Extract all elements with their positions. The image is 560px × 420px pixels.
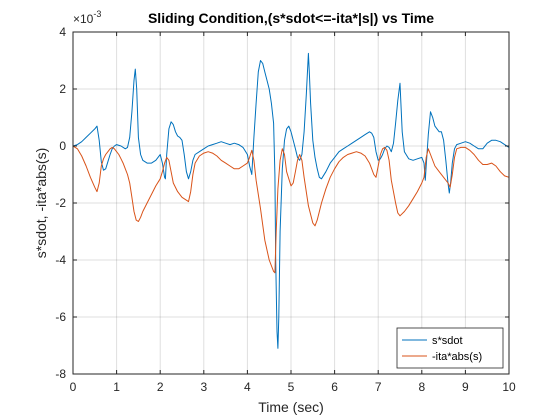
x-tick-label: 3	[200, 380, 207, 394]
y-axis-label: s*sdot, -ita*abs(s)	[33, 148, 49, 258]
series-line-1	[73, 145, 509, 274]
x-tick-label: 2	[157, 380, 164, 394]
y-tick-labels: -8 -6 -4 -2 0 2 4	[55, 25, 66, 381]
y-tick-label: 4	[59, 25, 66, 39]
x-tick-label: 4	[244, 380, 251, 394]
x-tick-label: 7	[375, 380, 382, 394]
ticks	[72, 31, 510, 375]
y-exponent-power: -3	[93, 9, 101, 19]
x-tick-label: 9	[462, 380, 469, 394]
y-tick-label: 2	[59, 82, 66, 96]
legend-label-ita-abs-s: -ita*abs(s)	[432, 351, 482, 363]
y-exponent-label: ×10-3	[73, 9, 101, 26]
series-line-0	[73, 52, 509, 349]
y-tick-label: -4	[55, 253, 66, 267]
chart-title: Sliding Condition,(s*sdot<=-ita*|s|) vs …	[148, 10, 434, 26]
x-tick-labels: 0 1 2 3 4 5 6 7 8 9 10	[70, 380, 516, 394]
y-tick-label: -6	[55, 310, 66, 324]
x-tick-label: 0	[70, 380, 77, 394]
x-tick-label: 10	[502, 380, 516, 394]
y-tick-label: -8	[55, 367, 66, 381]
legend: s*sdot -ita*abs(s)	[396, 327, 504, 369]
y-tick-label: 0	[59, 139, 66, 153]
x-tick-label: 6	[331, 380, 338, 394]
series-group	[73, 52, 509, 349]
x-tick-label: 8	[418, 380, 425, 394]
y-tick-label: -2	[55, 196, 66, 210]
legend-label-s-sdot: s*sdot	[432, 335, 463, 347]
legend-box	[396, 327, 504, 369]
x-tick-label: 5	[288, 380, 295, 394]
x-tick-label: 1	[113, 380, 120, 394]
y-exponent-base: ×10	[73, 12, 94, 26]
plot-area	[73, 32, 509, 374]
x-axis-label: Time (sec)	[258, 399, 324, 415]
